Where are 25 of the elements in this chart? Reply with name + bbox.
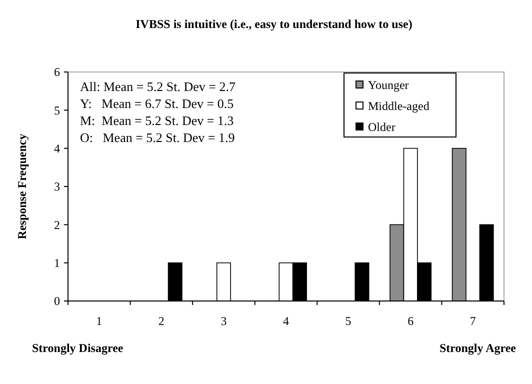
x-tick-label: 1 (96, 314, 102, 328)
text: Strongly Disagree (32, 341, 124, 355)
x-tick-label: 5 (345, 314, 352, 328)
y-tick-label: 2 (54, 218, 60, 232)
x-tick-label: 2 (158, 314, 164, 328)
text: Strongly Agree (439, 341, 517, 355)
annotation: All: Mean = 5.2 St. Dev = 2.7 (80, 79, 236, 94)
chart-title: IVBSS is intuitive (i.e., easy to understand how to use) (136, 17, 412, 31)
annotation: Y: Mean = 6.7 St. Dev = 0.5 (80, 96, 234, 111)
x-tick-label: 3 (220, 314, 227, 328)
legend-label: Older (368, 120, 396, 134)
annotation: O: Mean = 5.2 St. Dev = 1.9 (80, 130, 235, 145)
y-tick-label: 1 (54, 256, 60, 270)
y-axis-title: Response Frequency (15, 134, 29, 240)
x-tick-label: 4 (283, 314, 289, 328)
y-tick-label: 4 (54, 142, 60, 156)
y-tick-label: 6 (54, 65, 60, 80)
y-tick-label: 0 (54, 294, 60, 308)
y-tick-label: 5 (54, 103, 60, 118)
y-tick-label: 3 (54, 180, 60, 194)
legend-label: Younger (368, 78, 409, 92)
x-tick-label: 7 (470, 314, 476, 328)
legend-label: Middle-aged (368, 99, 430, 113)
annotation: M: Mean = 5.2 St. Dev = 1.3 (80, 113, 234, 128)
x-tick-label: 6 (408, 314, 414, 328)
